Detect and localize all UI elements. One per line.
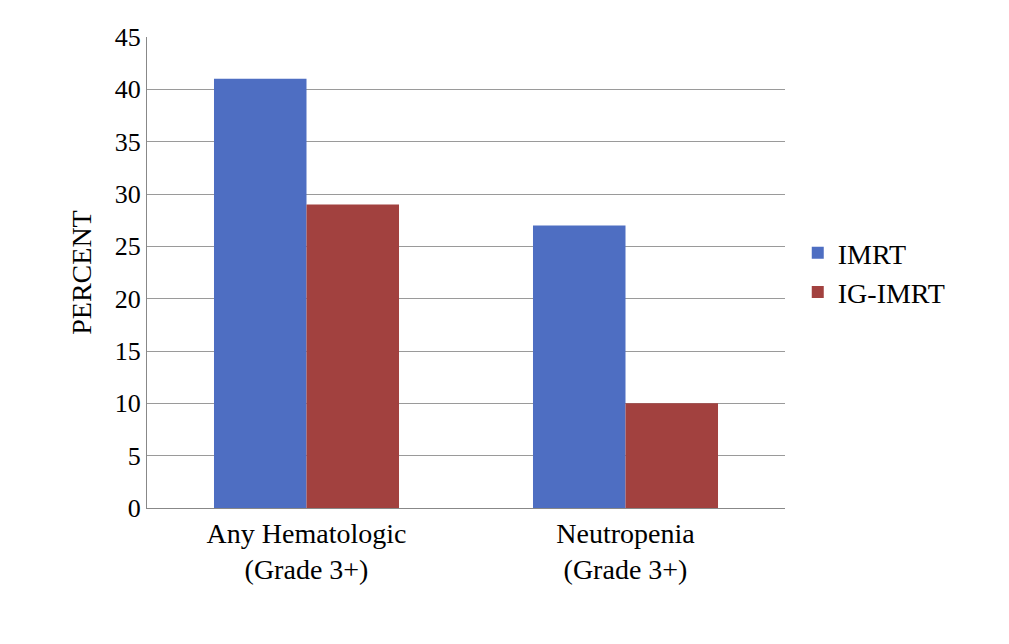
svg-text:IMRT: IMRT — [838, 239, 906, 270]
svg-text:5: 5 — [128, 442, 141, 471]
svg-text:30: 30 — [115, 180, 141, 209]
svg-text:15: 15 — [115, 337, 141, 366]
svg-text:35: 35 — [115, 128, 141, 157]
svg-text:Any Hematologic(Grade 3+): Any Hematologic(Grade 3+) — [207, 518, 407, 585]
svg-text:PERCENT: PERCENT — [66, 210, 97, 334]
svg-text:10: 10 — [115, 389, 141, 418]
svg-text:Neutropenia(Grade 3+): Neutropenia(Grade 3+) — [556, 518, 695, 585]
svg-text:IG-IMRT: IG-IMRT — [838, 278, 945, 309]
svg-text:25: 25 — [115, 232, 141, 261]
svg-text:20: 20 — [115, 285, 141, 314]
svg-text:0: 0 — [128, 494, 141, 523]
svg-text:45: 45 — [115, 23, 141, 52]
svg-text:40: 40 — [115, 75, 141, 104]
